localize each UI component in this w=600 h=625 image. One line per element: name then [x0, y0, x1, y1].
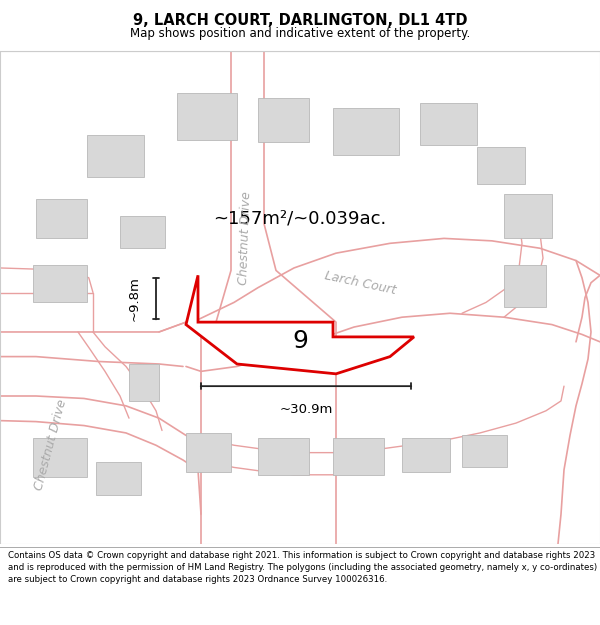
FancyBboxPatch shape [504, 266, 546, 308]
FancyBboxPatch shape [96, 462, 141, 494]
Text: ~30.9m: ~30.9m [280, 403, 332, 416]
FancyBboxPatch shape [462, 436, 507, 468]
FancyBboxPatch shape [333, 438, 384, 475]
FancyBboxPatch shape [477, 148, 525, 184]
FancyBboxPatch shape [420, 103, 477, 145]
FancyBboxPatch shape [87, 135, 144, 177]
Text: Larch Court: Larch Court [323, 269, 397, 297]
FancyBboxPatch shape [333, 108, 399, 154]
FancyBboxPatch shape [402, 438, 450, 472]
Text: ~9.8m: ~9.8m [128, 276, 141, 321]
FancyBboxPatch shape [504, 194, 552, 238]
Text: Contains OS data © Crown copyright and database right 2021. This information is : Contains OS data © Crown copyright and d… [8, 551, 597, 584]
FancyBboxPatch shape [36, 199, 87, 238]
FancyBboxPatch shape [177, 93, 237, 140]
FancyBboxPatch shape [258, 438, 309, 475]
Polygon shape [186, 276, 414, 374]
FancyBboxPatch shape [186, 433, 231, 472]
FancyBboxPatch shape [33, 266, 87, 302]
Text: Map shows position and indicative extent of the property.: Map shows position and indicative extent… [130, 27, 470, 40]
FancyBboxPatch shape [258, 98, 309, 142]
Text: Chestnut Drive: Chestnut Drive [236, 191, 253, 286]
Text: ~157m²/~0.039ac.: ~157m²/~0.039ac. [214, 210, 386, 227]
FancyBboxPatch shape [120, 216, 165, 248]
FancyBboxPatch shape [129, 364, 159, 401]
Text: 9: 9 [292, 329, 308, 353]
Text: 9, LARCH COURT, DARLINGTON, DL1 4TD: 9, LARCH COURT, DARLINGTON, DL1 4TD [133, 12, 467, 28]
Text: Chestnut Drive: Chestnut Drive [32, 398, 70, 492]
FancyBboxPatch shape [33, 438, 87, 478]
